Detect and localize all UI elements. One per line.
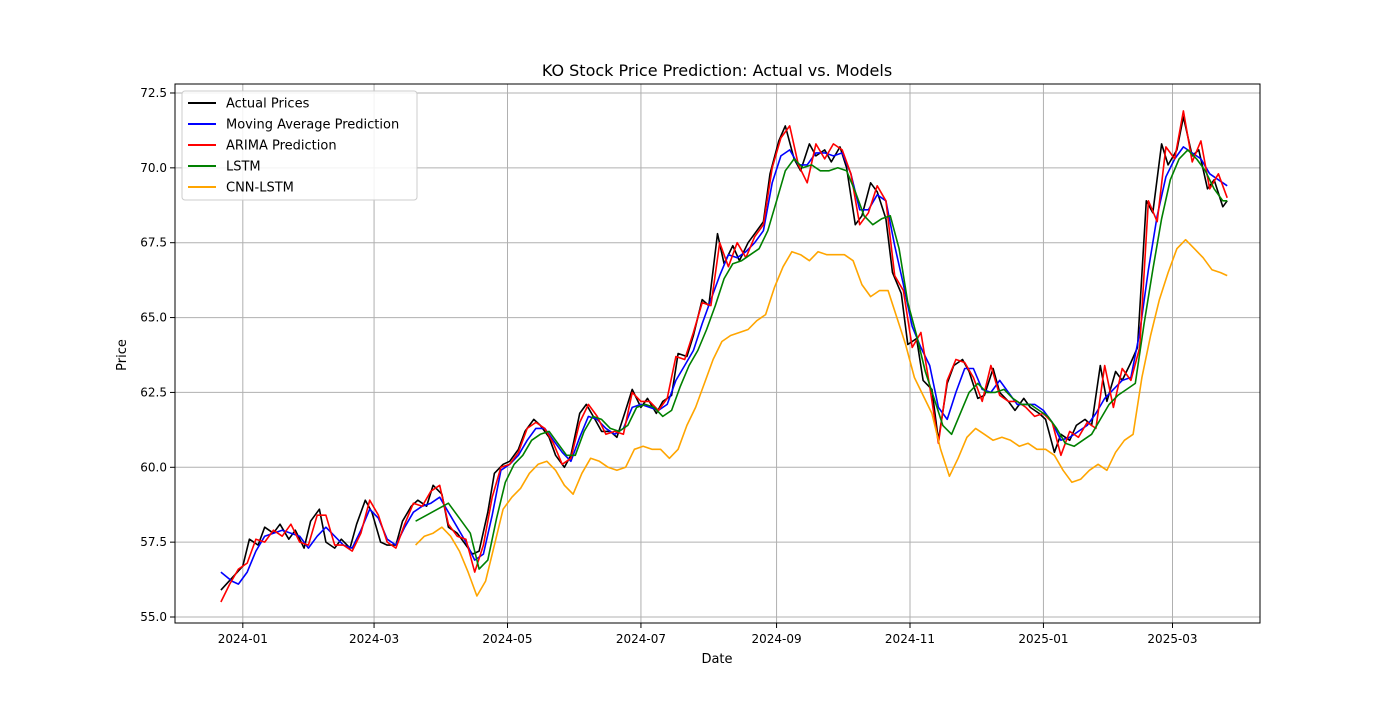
- series-line-moving-average-prediction: [220, 146, 1228, 585]
- x-tick-label: 2024-07: [616, 632, 666, 646]
- x-tick-label: 2024-09: [751, 632, 801, 646]
- y-tick-label: 62.5: [140, 385, 167, 399]
- series-line-cnn-lstm: [415, 238, 1228, 597]
- legend-label: LSTM: [226, 160, 261, 175]
- y-tick-label: 55.0: [140, 610, 167, 624]
- x-tick-label: 2025-01: [1018, 632, 1068, 646]
- chart-title: KO Stock Price Prediction: Actual vs. Mo…: [542, 61, 892, 80]
- legend-label: CNN-LSTM: [226, 181, 294, 196]
- legend-box: [181, 90, 418, 201]
- plot-area: [220, 110, 1228, 603]
- y-tick-label: 65.0: [140, 311, 167, 325]
- legend: Actual Prices Moving Average Prediction AR…: [181, 90, 418, 201]
- y-tick-label: 70.0: [140, 161, 167, 175]
- legend-label: ARIMA Prediction: [226, 139, 337, 154]
- y-axis-label: Price: [115, 339, 130, 371]
- y-tick-label: 67.5: [140, 236, 167, 250]
- y-tick-label: 57.5: [140, 535, 167, 549]
- plot-frame: [174, 83, 1261, 624]
- grid-lines: [175, 84, 1260, 623]
- series-line-lstm: [415, 149, 1228, 570]
- x-tick-label: 2024-03: [349, 632, 399, 646]
- x-axis-label: Date: [701, 652, 732, 667]
- x-tick-label: 2024-05: [482, 632, 532, 646]
- x-tick-label: 2025-03: [1147, 632, 1197, 646]
- legend-label: Actual Prices: [226, 97, 310, 112]
- x-tick-label: 2024-01: [218, 632, 268, 646]
- y-axis-ticks: 55.0 57.5 60.0 62.5 65.0 67.5 70.0 72.5: [140, 86, 175, 624]
- x-axis-ticks: 2024-01 2024-03 2024-05 2024-07 2024-09 2024-…: [218, 623, 1198, 646]
- x-tick-label: 2024-11: [885, 632, 935, 646]
- series-line-arima-prediction: [220, 110, 1228, 603]
- y-tick-label: 72.5: [140, 86, 167, 100]
- legend-label: Moving Average Prediction: [226, 118, 399, 133]
- y-tick-label: 60.0: [140, 460, 167, 474]
